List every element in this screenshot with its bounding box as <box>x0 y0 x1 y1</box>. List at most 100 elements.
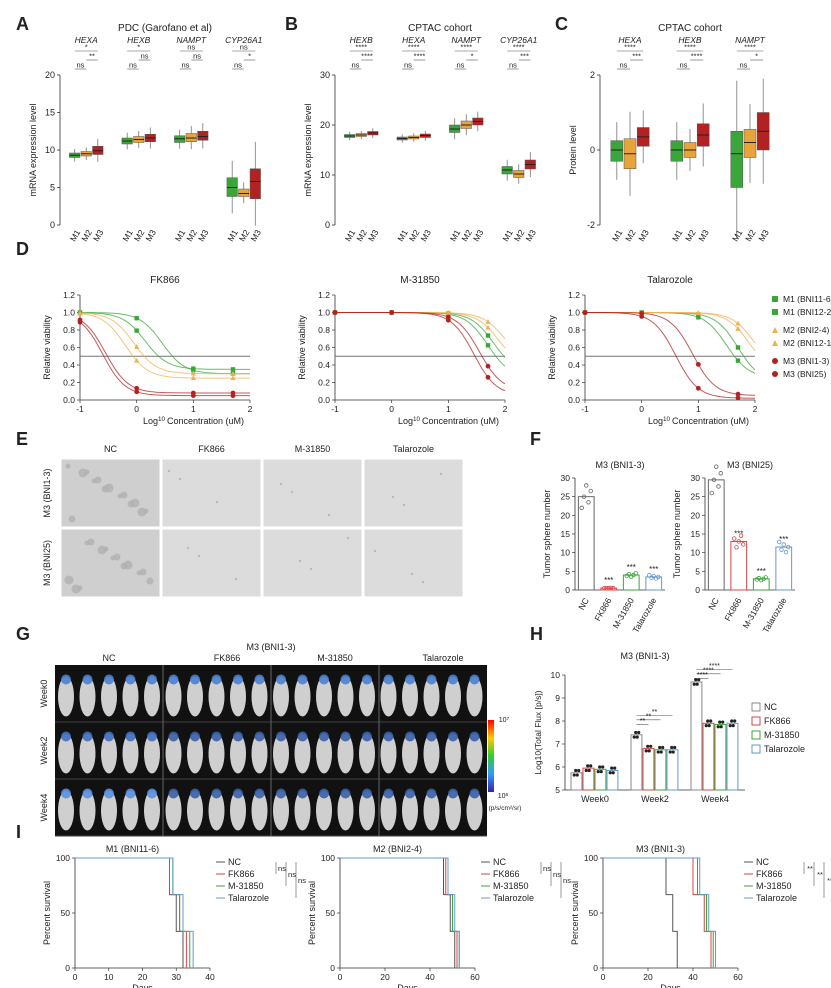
mouse <box>58 790 74 831</box>
group-tick-label: M3 <box>471 228 486 243</box>
data-point <box>777 539 782 545</box>
x-tick-label: 60 <box>733 972 743 982</box>
x-axis-label: Concentration (uM) <box>672 416 749 426</box>
sig-label: * <box>85 43 88 52</box>
dose-curve <box>335 312 506 392</box>
dose-curve <box>79 312 250 375</box>
panel-letter-f: F <box>530 429 541 449</box>
x-axis-label-prefix: Log10 <box>648 416 671 427</box>
chart-title: PDC (Garofano et al) <box>118 23 212 34</box>
data-point <box>735 358 741 363</box>
mouse <box>101 790 117 831</box>
dose-curve <box>79 313 250 379</box>
scale-unit-label: (p/s/cm²/sr) <box>489 805 522 812</box>
data-point <box>695 361 701 367</box>
y-tick-label: 9 <box>555 693 560 703</box>
y-axis-label: Tumor sphere number <box>542 490 552 579</box>
sig-label: ** <box>827 876 831 885</box>
dose-response-chart: M-31850 0.0 0.2 0.4 0.6 0.8 1.0 1.2 -1 0 1 2 Log10 Co… <box>297 275 508 426</box>
category-label: NC <box>576 596 591 612</box>
group-tick-label: M1 <box>730 228 745 243</box>
y-tick-label: 100 <box>584 853 598 863</box>
data-point <box>596 770 600 774</box>
sig-label: ns <box>404 61 412 70</box>
bar <box>726 722 739 791</box>
y-tick-label: 0.0 <box>568 395 580 405</box>
column-label: NC <box>103 653 116 663</box>
bar <box>577 496 595 591</box>
y-axis-label: Percent survival <box>42 881 52 945</box>
y-tick-label: 0 <box>65 963 70 973</box>
bar <box>702 722 715 791</box>
y-tick-label: 20 <box>320 120 330 130</box>
survival-curve <box>603 857 678 968</box>
panel-letter-h: H <box>530 624 543 644</box>
sig-label: ns <box>543 864 551 873</box>
x-tick-label: 20 <box>643 972 653 982</box>
tumor-sphere <box>104 483 114 493</box>
gene-label: NAMPT <box>735 35 766 45</box>
tumor-sphere <box>186 546 190 550</box>
sig-label: ns <box>619 61 627 70</box>
sig-label: *** <box>649 565 658 574</box>
sig-label: ** <box>652 709 658 716</box>
bar <box>707 479 725 591</box>
y-axis-label: Relative viability <box>547 315 557 380</box>
y-tick-label: 0.8 <box>63 325 75 335</box>
data-point <box>485 319 491 324</box>
data-point <box>579 505 584 511</box>
y-tick-label: 1.2 <box>568 290 580 300</box>
mouse <box>466 790 483 831</box>
color-scale-bar <box>488 720 494 792</box>
mouse <box>359 676 375 717</box>
box-m1 <box>730 131 744 188</box>
data-point <box>658 745 662 750</box>
y-tick-label: 0 <box>325 220 330 230</box>
data-point <box>731 724 735 728</box>
bar <box>654 749 667 791</box>
mouse <box>79 790 96 831</box>
data-point <box>190 375 196 380</box>
data-point <box>572 773 576 777</box>
column-label: M-31850 <box>317 653 353 663</box>
dose-curve <box>79 319 250 394</box>
panel-letter-d: D <box>16 239 29 259</box>
tumor-sphere <box>410 572 414 576</box>
bioluminescence-signal <box>426 674 437 685</box>
tumor-sphere <box>123 560 133 570</box>
sig-label: ns <box>553 870 561 879</box>
row-label: M3 (BNI25) <box>42 540 52 586</box>
group-tick-label: M3 <box>418 228 433 243</box>
y-tick-label: 0.0 <box>63 395 75 405</box>
mouse <box>230 676 246 717</box>
bar <box>645 576 663 591</box>
y-tick-label: 100 <box>321 853 335 863</box>
y-tick-label: 0.2 <box>63 378 75 388</box>
sig-label: *** <box>734 529 743 538</box>
data-point <box>598 765 602 769</box>
legend-marker <box>751 702 761 712</box>
data-point <box>581 494 587 499</box>
legend-label: M3 (BNI25) <box>783 369 827 379</box>
bioluminescence-signal <box>469 731 480 742</box>
mouse <box>380 676 397 717</box>
mouse <box>79 733 96 774</box>
chart-title: CPTAC cohort <box>408 23 472 34</box>
data-point <box>647 573 652 578</box>
bioluminescence-signal <box>319 731 329 742</box>
data-point <box>696 315 701 320</box>
mouse <box>144 733 160 774</box>
bioluminescence-signal <box>82 731 93 742</box>
legend-label: FK866 <box>756 869 783 879</box>
panel-letter-a: A <box>16 14 29 34</box>
sig-label: ns <box>563 876 571 885</box>
data-point <box>230 390 236 396</box>
bioluminescence-signal <box>362 731 372 742</box>
survival-curve <box>340 857 460 968</box>
data-point <box>134 315 139 321</box>
data-point <box>692 682 696 686</box>
sig-label: **** <box>697 672 708 679</box>
y-tick-label: 10 <box>551 670 561 680</box>
sig-label: ns <box>288 870 296 879</box>
data-point <box>134 389 140 395</box>
